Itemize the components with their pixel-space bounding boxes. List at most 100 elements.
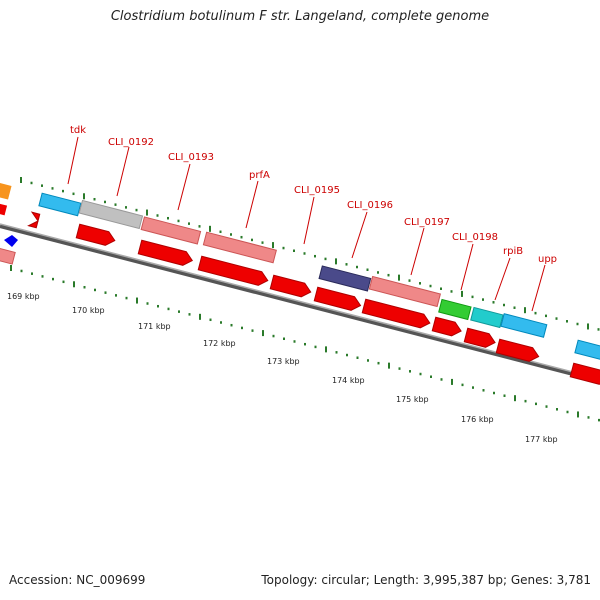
outer-tick <box>524 307 526 314</box>
inner-tick <box>272 334 275 338</box>
inner-tick-row <box>10 265 600 422</box>
inner-tick <box>262 330 264 337</box>
scale-label-170: 170 kbp <box>72 306 105 315</box>
inner-tick <box>251 329 254 332</box>
outer-tick <box>482 298 484 301</box>
outer-tick <box>450 290 453 293</box>
outer-tick <box>251 238 253 242</box>
outer-tick <box>503 303 505 307</box>
feature-orange <box>0 182 12 200</box>
outer-tick <box>146 209 148 216</box>
inner-tick <box>398 367 401 370</box>
scale-label-176: 176 kbp <box>461 415 494 424</box>
outer-tick <box>597 328 600 331</box>
topology-text: Topology: circular; Length: 3,995,387 bp… <box>261 573 591 587</box>
outer-tick <box>408 279 411 282</box>
inner-tick <box>566 410 569 414</box>
outer-tick <box>104 200 106 204</box>
outer-tick <box>167 216 169 220</box>
inner-tick <box>10 265 12 271</box>
outer-tick <box>566 320 568 323</box>
outer-tick <box>534 311 537 315</box>
gene-label-cli0192: CLI_0192 <box>108 137 154 148</box>
outer-tick <box>209 225 211 232</box>
feature-prfa <box>202 231 277 264</box>
feature-upp <box>500 313 548 338</box>
inner-tick <box>587 416 590 419</box>
cds-arrow <box>431 316 462 337</box>
outer-tick <box>587 323 589 330</box>
inner-tick <box>598 418 600 422</box>
inner-tick <box>440 378 443 381</box>
outer-tick <box>261 241 264 244</box>
inner-tick <box>230 323 233 327</box>
inner-tick <box>73 281 75 288</box>
outer-tick <box>366 268 369 272</box>
gene-label-rpib: rpiB <box>503 246 523 257</box>
scale-label-layer: 169 kbp 170 kbp 171 kbp 172 kbp 173 kbp … <box>7 292 558 444</box>
feature-cli0196 <box>318 265 372 292</box>
inner-tick <box>62 280 65 284</box>
inner-tick <box>220 321 222 324</box>
outer-tick <box>492 301 495 304</box>
cds-arrow <box>495 338 540 362</box>
scale-label-171: 171 kbp <box>138 322 171 331</box>
outer-tick <box>576 322 579 326</box>
outer-tick <box>429 284 432 288</box>
outer-tick <box>545 314 547 318</box>
inner-tick <box>367 359 369 362</box>
gene-label-layer: tdk CLI_0192 CLI_0193 prfA CLI_0195 CLI_… <box>67 125 557 312</box>
outer-tick <box>240 235 243 239</box>
outer-tick <box>377 271 379 274</box>
inner-tick <box>482 389 485 392</box>
inner-tick <box>94 288 96 292</box>
outer-tick <box>282 246 285 250</box>
inner-tick <box>472 386 474 389</box>
outer-tick <box>419 282 421 285</box>
scale-label-169: 169 kbp <box>7 292 40 301</box>
cds-arrow <box>27 211 41 229</box>
inner-tick <box>451 378 453 385</box>
inner-tick <box>503 394 506 397</box>
inner-tick <box>136 297 138 304</box>
inner-tick <box>83 285 86 289</box>
feature-left-blue <box>4 235 18 247</box>
inner-tick <box>545 405 548 408</box>
inner-tick <box>104 291 107 294</box>
outer-tick <box>293 249 295 253</box>
feature-left-red <box>0 202 8 216</box>
outer-tick <box>51 187 54 190</box>
outer-tick <box>72 192 75 196</box>
gene-label-cli0195: CLI_0195 <box>294 185 340 196</box>
inner-tick <box>304 342 306 346</box>
inner-tick <box>461 383 464 387</box>
scale-label-175: 175 kbp <box>396 395 429 404</box>
outer-tick-row <box>20 177 600 331</box>
inner-tick <box>419 372 422 376</box>
inner-tick <box>335 351 338 354</box>
inner-tick <box>199 313 201 320</box>
inner-tick <box>146 302 149 305</box>
outer-tick <box>156 214 159 217</box>
outer-tick <box>188 222 190 225</box>
outer-tick <box>440 287 442 290</box>
outer-tick <box>62 189 64 193</box>
scale-label-174: 174 kbp <box>332 376 365 385</box>
inner-tick <box>41 275 44 278</box>
inner-tick <box>283 337 285 341</box>
inner-tick <box>430 375 432 378</box>
cds-arrow <box>569 362 600 385</box>
inner-tick <box>167 307 170 311</box>
inner-tick <box>577 411 579 418</box>
outer-tick <box>177 219 180 223</box>
outer-tick <box>335 258 337 265</box>
feature-cli0193 <box>140 216 202 245</box>
gene-label-cli0198: CLI_0198 <box>452 232 498 243</box>
cds-arrow <box>313 286 362 311</box>
inner-tick <box>209 318 212 322</box>
outer-tick <box>83 193 85 200</box>
feature-left-pink <box>0 247 16 265</box>
inner-tick <box>20 269 23 273</box>
feature-tdk <box>38 192 82 217</box>
